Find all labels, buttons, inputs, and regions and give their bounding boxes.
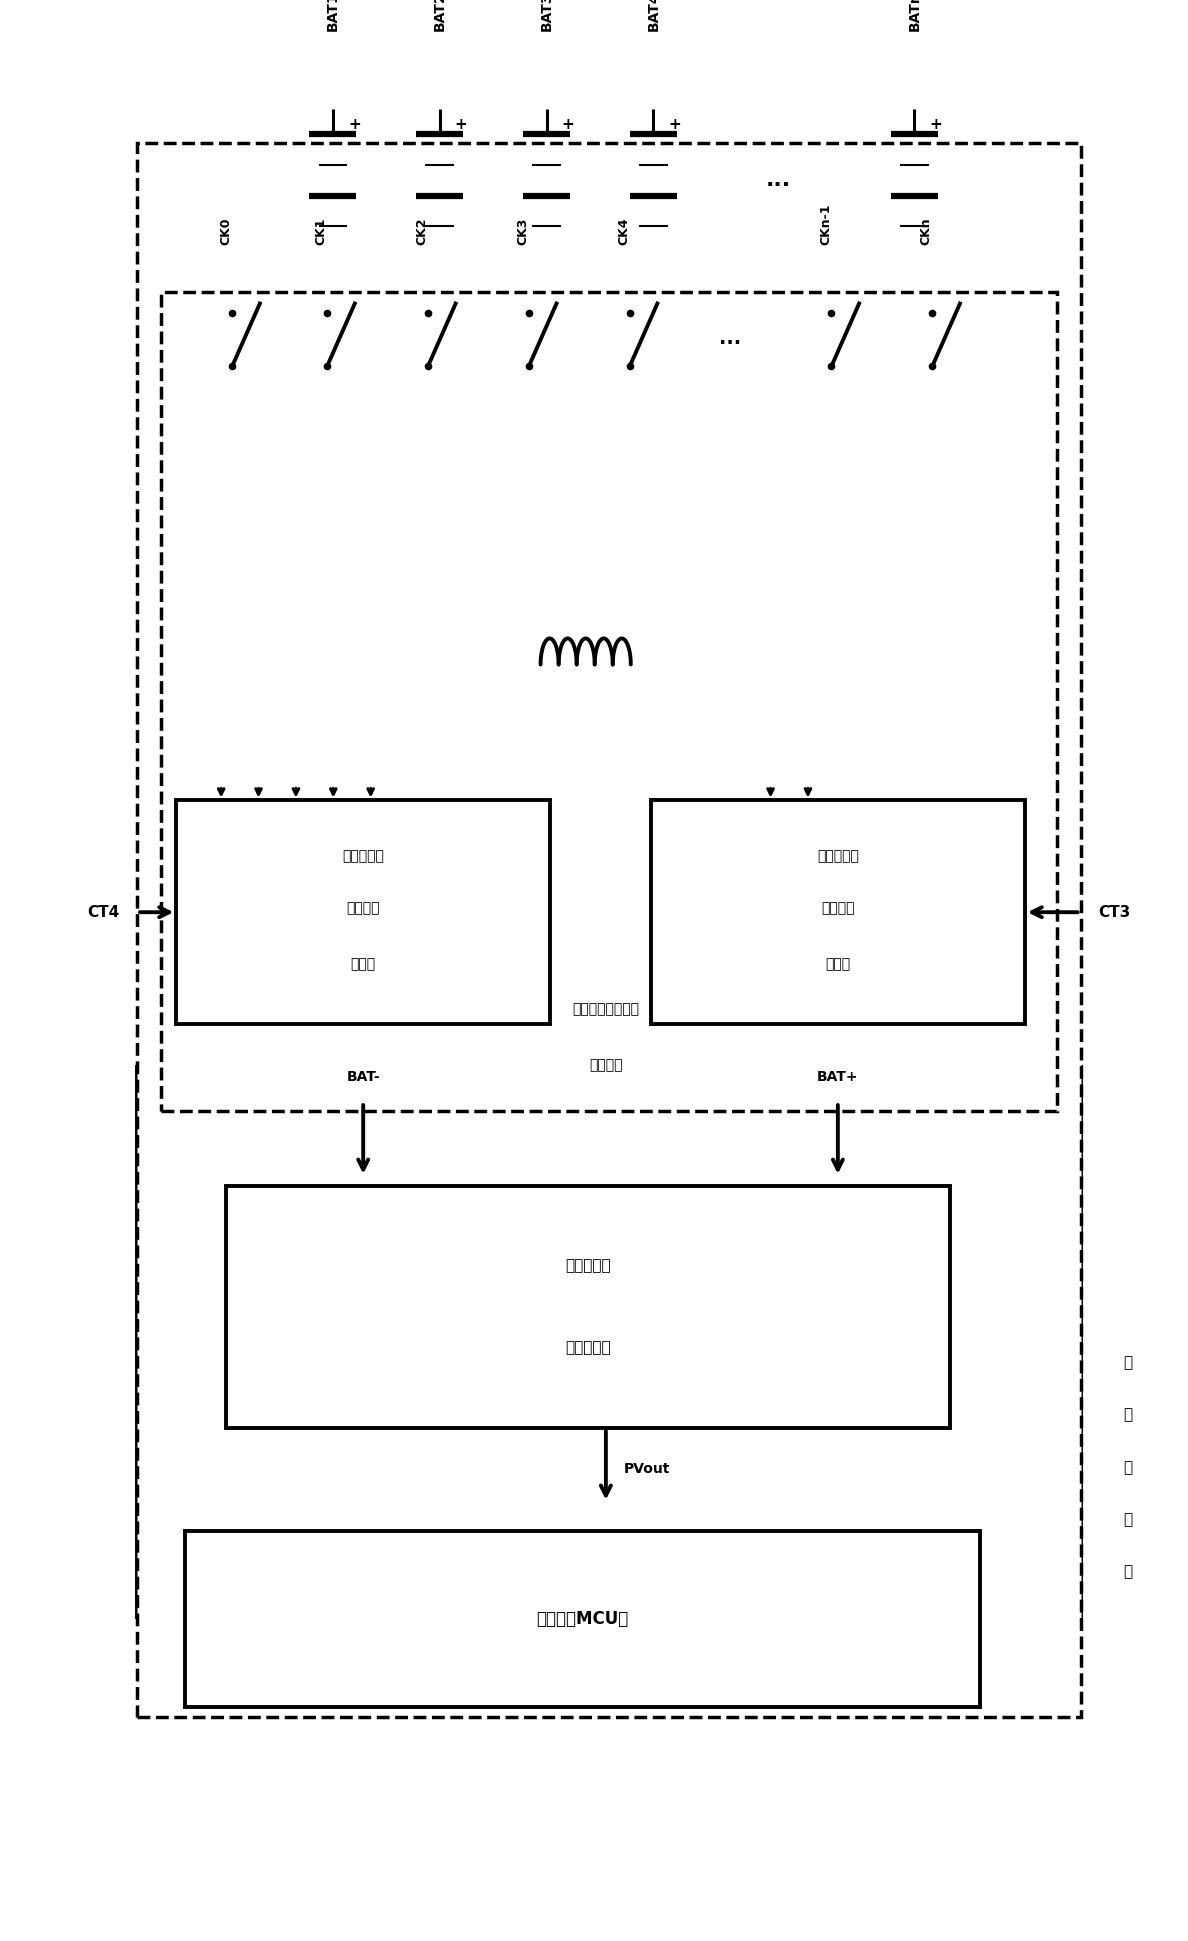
Text: CT3: CT3 [1099,905,1131,920]
Text: 电: 电 [1124,1460,1132,1475]
Text: CK2: CK2 [416,217,429,245]
Text: CKn-1: CKn-1 [819,204,832,245]
Text: 多路复用: 多路复用 [347,901,380,916]
Text: 超级电容器: 超级电容器 [342,850,384,864]
Text: CK4: CK4 [617,217,630,245]
Text: 超级电容器充放电: 超级电容器充放电 [573,1002,639,1015]
Text: BAT-: BAT- [347,1069,380,1083]
Text: 控制器（MCU）: 控制器（MCU） [536,1609,628,1628]
Text: CK3: CK3 [517,217,530,245]
Text: +: + [929,116,942,132]
Text: +: + [562,116,574,132]
Text: 模块一: 模块一 [350,957,375,970]
Text: 放: 放 [1124,1407,1132,1423]
Bar [226,1186,950,1429]
Text: BATn: BATn [908,0,922,31]
Bar [160,291,1057,1112]
Text: 模块二: 模块二 [826,957,851,970]
Text: BAT1: BAT1 [326,0,340,31]
Text: BAT3: BAT3 [539,0,554,31]
Text: CKn: CKn [920,217,933,245]
Text: 全市变换器: 全市变换器 [565,1341,611,1355]
Bar [651,800,1025,1025]
Text: +: + [455,116,467,132]
Text: +: + [669,116,681,132]
Text: +: + [348,116,361,132]
Text: BAT+: BAT+ [817,1069,859,1083]
Text: PVout: PVout [624,1462,670,1475]
Text: 充: 充 [1124,1355,1132,1370]
Text: CK0: CK0 [220,217,233,245]
Text: ...: ... [720,330,741,347]
Bar [184,1531,980,1708]
Text: CT4: CT4 [87,905,119,920]
Text: 单向海内市: 单向海内市 [565,1258,611,1273]
Bar [137,144,1081,1716]
Text: 控制模块: 控制模块 [589,1058,623,1071]
Text: BAT4: BAT4 [646,0,661,31]
Text: 制: 制 [1124,1564,1132,1580]
Text: CK1: CK1 [315,217,328,245]
Text: 多路复用: 多路复用 [821,901,854,916]
Bar [176,800,550,1025]
Text: BAT2: BAT2 [432,0,447,31]
Text: 超级电容器: 超级电容器 [817,850,859,864]
Text: ...: ... [765,171,790,190]
Text: 控: 控 [1124,1512,1132,1528]
